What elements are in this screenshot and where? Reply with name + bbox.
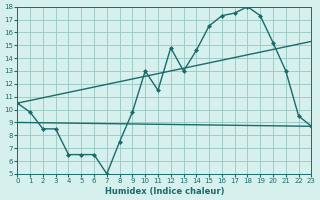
X-axis label: Humidex (Indice chaleur): Humidex (Indice chaleur): [105, 187, 224, 196]
